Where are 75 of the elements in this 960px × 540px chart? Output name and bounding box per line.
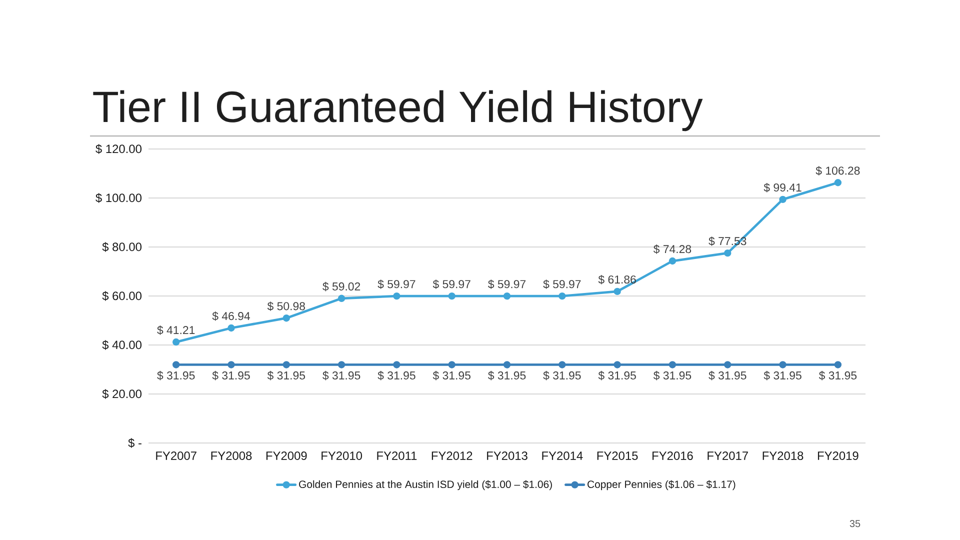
data-label: $ 50.98 [267,302,305,311]
point [614,361,621,368]
data-label: $ 31.95 [157,370,195,380]
y-tick-label: $ - [128,438,142,448]
data-label: $ 31.95 [543,370,581,380]
point [668,257,676,265]
point [724,249,732,257]
point [834,179,842,186]
x-tick-label: FY2010 [322,452,362,460]
data-label: $ 106.28 [816,166,860,176]
point [172,361,180,368]
data-label: $ 31.95 [653,370,692,380]
y-tick-label: $ 40.00 [102,340,142,350]
point [779,361,786,368]
data-label: $ 31.95 [488,370,526,380]
x-tick-label: FY2016 [652,452,693,460]
data-label: $ 59.02 [322,282,360,292]
point [724,361,732,368]
data-label: $ 31.95 [432,370,470,380]
x-tick-label: FY2017 [708,452,748,460]
data-label: $ 31.95 [378,370,416,380]
point [338,294,346,302]
data-label: $ 99.41 [764,182,802,192]
legend-label: Copper Pennies ($1.06 – $1.17) [588,480,736,490]
point [503,361,511,368]
y-tick-label: $ 100.00 [96,193,142,203]
point [558,361,566,368]
data-label: $ 46.94 [212,312,250,321]
x-tick-label: FY2013 [487,452,528,460]
legend-label: Golden Pennies at the Austin ISD yield ($1.00 – $1.06) [299,480,552,490]
x-tick-label: FY2018 [762,452,804,460]
data-label: $ 41.21 [157,326,195,335]
data-label: $ 31.95 [212,370,250,380]
point [172,338,180,346]
point [282,314,290,322]
point [282,361,290,368]
data-label: $ 74.28 [653,244,692,254]
y-tick-label: $ 120.00 [96,144,142,154]
point [393,361,400,368]
x-tick-label: FY2012 [432,452,472,460]
data-label: $ 61.86 [598,274,636,284]
data-label: $ 59.97 [432,280,470,289]
point [393,292,400,300]
data-label: $ 59.97 [378,280,416,289]
data-label: $ 31.95 [322,370,360,380]
data-label: $ 31.95 [708,370,746,380]
point [448,292,456,300]
data-label: $ 59.97 [488,280,526,289]
point [503,292,511,300]
y-tick-label: $ 20.00 [102,389,142,399]
chart-title: Tier II Guaranteed Yield History [93,90,703,132]
text: 35 [850,520,860,528]
point [228,324,235,332]
point [338,361,346,368]
data-label: $ 31.95 [598,370,636,380]
point [779,196,786,204]
x-tick-label: FY2011 [377,452,417,460]
x-tick-label: FY2014 [542,452,583,460]
x-tick-label: FY2019 [818,452,858,460]
point [558,292,566,300]
point [448,361,456,368]
x-tick-label: FY2008 [211,452,252,460]
data-label: $ 59.97 [543,280,581,289]
data-label: $ 31.95 [267,370,306,380]
x-tick-label: FY2007 [156,452,196,460]
y-tick-label: $ 80.00 [102,242,142,252]
data-label: $ 31.95 [818,370,857,380]
data-label: $ 31.95 [764,370,802,380]
x-tick-label: FY2009 [266,452,307,460]
y-tick-label: $ 60.00 [102,291,142,301]
point [668,361,676,368]
point [614,288,621,296]
point [228,361,235,368]
point [834,361,842,368]
x-tick-label: FY2015 [597,452,638,460]
